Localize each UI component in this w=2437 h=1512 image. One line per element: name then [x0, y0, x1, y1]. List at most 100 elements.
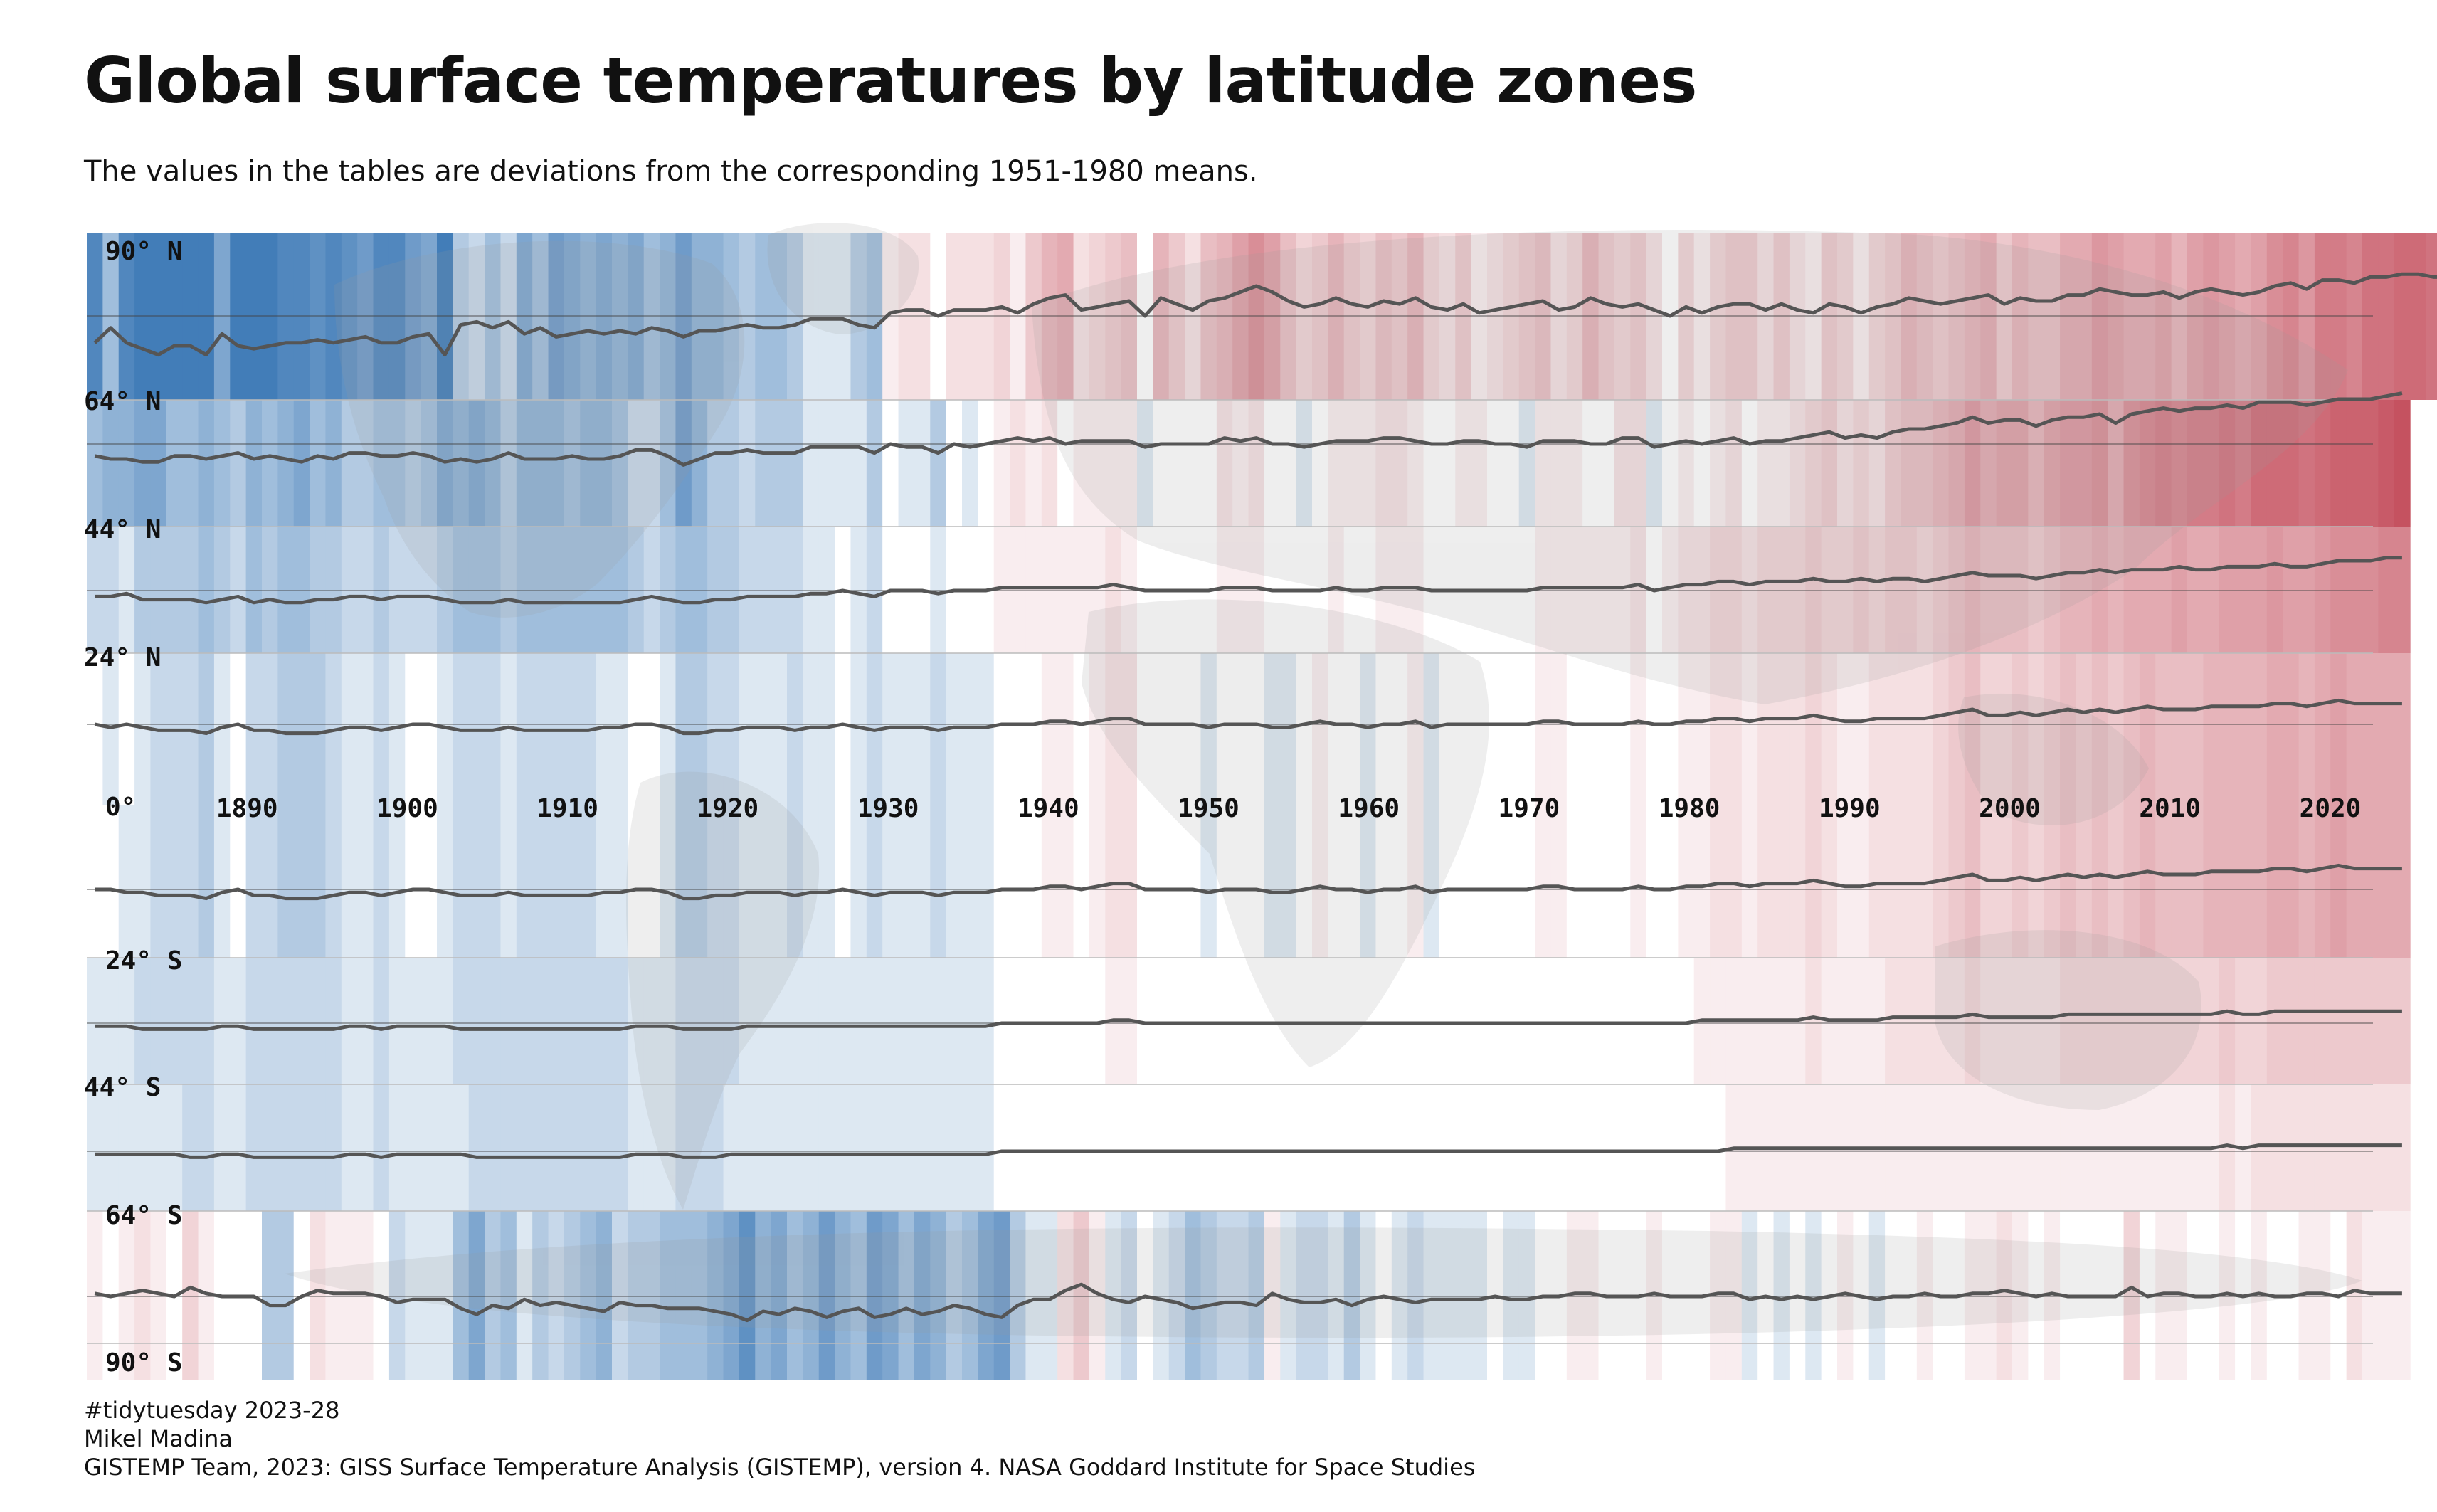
- year-tick-label: 2010: [2139, 794, 2201, 823]
- stripe-zone1-1943: [1089, 233, 1106, 400]
- stripe-zone1-1937: [993, 233, 1010, 400]
- stripe-zone6-1965: [1439, 958, 1456, 1084]
- stripe-zone6-1939: [1025, 958, 1042, 1084]
- stripe-zone1-1939: [1025, 233, 1042, 400]
- stripe-zone5-1885: [166, 805, 183, 958]
- stripe-zone2-1992: [1868, 400, 1886, 527]
- stripe-zone8-1953: [1248, 1211, 1265, 1380]
- stripe-zone1-1929: [866, 233, 883, 400]
- stripe-zone6-2012: [2187, 958, 2204, 1084]
- stripe-zone1-2007: [2108, 233, 2125, 400]
- stripe-zone1-2027: [2426, 233, 2437, 400]
- stripe-zone5-2004: [2060, 805, 2077, 958]
- stripe-zone2-1980: [1678, 400, 1695, 527]
- stripe-zone8-2003: [2044, 1211, 2061, 1380]
- stripe-zone1-1940: [1041, 233, 1058, 400]
- stripe-zone6-1881: [102, 958, 120, 1084]
- stripe-zone1-1899: [388, 233, 406, 400]
- stripe-zone4-1897: [357, 653, 374, 805]
- stripe-zone6-1976: [1614, 958, 1631, 1084]
- stripe-zone2-1909: [548, 400, 565, 527]
- stripe-zone4-1932: [914, 653, 931, 805]
- stripe-zone3-1899: [388, 527, 406, 653]
- stripe-zone6-1953: [1248, 958, 1265, 1084]
- stripe-zone5-1991: [1853, 805, 1870, 958]
- stripe-zone7-1958: [1328, 1084, 1345, 1211]
- stripe-zone2-1997: [1948, 400, 1965, 527]
- stripe-zone7-1894: [310, 1084, 327, 1211]
- stripe-zone7-1942: [1073, 1084, 1090, 1211]
- stripe-zone8-1925: [803, 1211, 820, 1380]
- stripe-zone5-1883: [134, 805, 152, 958]
- stripe-zone4-1936: [978, 653, 995, 805]
- stripe-zone2-1920: [723, 400, 740, 527]
- stripe-zone1-2026: [2410, 233, 2427, 400]
- stripe-zone1-2018: [2283, 233, 2300, 400]
- stripe-zone5-1944: [1105, 805, 1122, 958]
- stripe-zone5-1887: [198, 805, 215, 958]
- stripe-zone8-1957: [1312, 1211, 1328, 1380]
- stripe-zone1-1941: [1057, 233, 1074, 400]
- stripe-zone6-1967: [1471, 958, 1488, 1084]
- stripe-zone3-1933: [930, 527, 947, 653]
- stripe-zone1-1964: [1423, 233, 1440, 400]
- stripe-zone2-1880: [87, 400, 103, 527]
- stripe-zone3-1975: [1598, 527, 1615, 653]
- stripe-zone7-2025: [2394, 1084, 2411, 1211]
- stripe-zone4-1978: [1646, 653, 1663, 805]
- stripe-zone2-1932: [914, 400, 931, 527]
- stripe-zone8-1986: [1773, 1211, 1790, 1380]
- stripe-zone5-1961: [1375, 805, 1392, 958]
- stripe-zone4-1995: [1916, 653, 1933, 805]
- stripe-zone5-1980: [1678, 805, 1695, 958]
- stripe-zone5-1929: [866, 805, 883, 958]
- footer: #tidytuesday 2023-28 Mikel Madina GISTEM…: [84, 1396, 1475, 1481]
- stripe-zone3-1889: [230, 527, 247, 653]
- stripe-zone7-1964: [1423, 1084, 1440, 1211]
- stripe-zone6-1973: [1566, 958, 1583, 1084]
- stripe-zone7-1933: [930, 1084, 947, 1211]
- stripe-zone1-1895: [325, 233, 342, 400]
- stripe-zone4-1985: [1757, 653, 1775, 805]
- stripe-zone6-2020: [2314, 958, 2331, 1084]
- stripe-zone5-1898: [373, 805, 390, 958]
- stripe-zone5-1972: [1550, 805, 1568, 958]
- stripe-zone8-1943: [1089, 1211, 1106, 1380]
- stripe-zone2-2009: [2139, 400, 2156, 527]
- stripe-zone1-1892: [277, 233, 295, 400]
- stripe-zone5-1922: [755, 805, 772, 958]
- stripe-zone5-1947: [1153, 805, 1170, 958]
- stripe-zone3-2003: [2044, 527, 2061, 653]
- stripe-zone7-1902: [437, 1084, 453, 1211]
- stripe-zone2-1889: [230, 400, 247, 527]
- footer-author: Mikel Madina: [84, 1425, 233, 1452]
- stripe-zone8-1907: [516, 1211, 533, 1380]
- stripe-zone6-1918: [691, 958, 708, 1084]
- stripe-zone5-2025: [2394, 805, 2411, 958]
- stripe-zone1-1987: [1789, 233, 1806, 400]
- stripe-zone7-1905: [485, 1084, 502, 1211]
- stripe-zone4-1998: [1964, 653, 1981, 805]
- stripe-zone6-2018: [2283, 958, 2300, 1084]
- stripe-zone6-1955: [1280, 958, 1297, 1084]
- stripe-zone4-1950: [1200, 653, 1217, 805]
- stripe-zone7-1974: [1582, 1084, 1600, 1211]
- stripe-zone6-2003: [2044, 958, 2061, 1084]
- stripe-zone2-1985: [1757, 400, 1775, 527]
- stripe-zone6-1933: [930, 958, 947, 1084]
- stripe-zone4-2000: [1996, 653, 2013, 805]
- stripe-zone6-1883: [134, 958, 152, 1084]
- stripe-zone4-2020: [2314, 653, 2331, 805]
- stripe-zone1-1960: [1360, 233, 1377, 400]
- stripe-zone5-1974: [1582, 805, 1600, 958]
- stripe-zone4-2001: [2012, 653, 2029, 805]
- stripe-zone5-1941: [1057, 805, 1074, 958]
- stripe-zone3-1987: [1789, 527, 1806, 653]
- stripe-zone3-1994: [1901, 527, 1918, 653]
- stripe-zone5-1920: [723, 805, 740, 958]
- stripe-zone3-2011: [2171, 527, 2188, 653]
- stripe-zone8-1959: [1343, 1211, 1360, 1380]
- stripe-zone2-1881: [102, 400, 120, 527]
- year-tick-label: 1960: [1338, 794, 1400, 823]
- stripe-zone3-1917: [675, 527, 692, 653]
